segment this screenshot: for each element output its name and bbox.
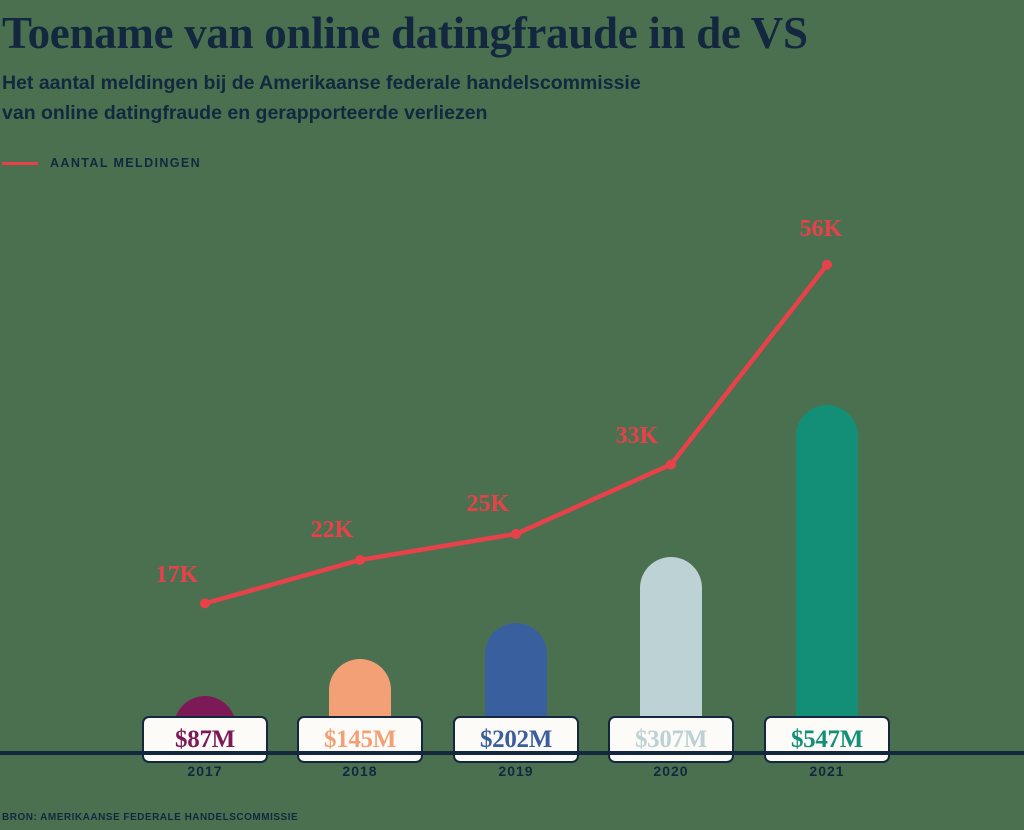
page-title: Toename van online datingfraude in de VS [2, 8, 808, 58]
line-value-label-2019: 25K [466, 490, 510, 517]
line-value-label-2018: 22K [310, 516, 354, 543]
line-value-label-2021: 56K [799, 215, 843, 242]
value-label-2019: $202M [479, 725, 553, 753]
x-tick-2020: 2020 [653, 763, 689, 779]
chart-header: Toename van online datingfraude in de VS… [0, 0, 1024, 128]
value-box-2019: $202M [453, 716, 579, 763]
x-axis-baseline [0, 751, 1024, 755]
chart-legend: AANTAL MELDINGEN [2, 156, 201, 170]
subtitle-line-2: van online datingfraude en gerapporteerd… [2, 102, 488, 124]
chart-subtitle: Het aantal meldingen bij de Amerikaanse … [0, 68, 1024, 128]
value-box-2020: $307M [608, 716, 734, 763]
subtitle-line-1: Het aantal meldingen bij de Amerikaanse … [2, 72, 641, 94]
value-boxes-layer: $87M 2017 $145M 2018 $202M 2019 $307M 2020 $547M… [0, 180, 1024, 779]
value-label-2017: $87M [175, 725, 235, 753]
value-box-2017: $87M [142, 716, 268, 763]
line-value-label-2017: 17K [155, 562, 199, 589]
value-box-2021: $547M [764, 716, 890, 763]
x-tick-2018: 2018 [342, 763, 378, 779]
value-box-2018: $145M [297, 716, 423, 763]
x-tick-2019: 2019 [498, 763, 534, 779]
legend-item-label: AANTAL MELDINGEN [50, 156, 202, 170]
x-tick-2021: 2021 [809, 763, 845, 779]
chart-plot-area: 17K 22K 25K 33K 56K $87M 2017 $145M 2018 $202M 20… [0, 180, 1024, 779]
line-value-label-2020: 33K [615, 423, 659, 450]
x-tick-2017: 2017 [187, 763, 223, 779]
value-label-2018: $145M [323, 725, 397, 753]
source-note: BRON: AMERIKAANSE FEDERALE HANDELSCOMMIS… [2, 812, 299, 823]
point-labels-layer: 17K 22K 25K 33K 56K [0, 180, 1024, 755]
line-marker-icon [2, 161, 38, 165]
value-label-2020: $307M [634, 725, 708, 753]
value-label-2021: $547M [790, 725, 864, 753]
